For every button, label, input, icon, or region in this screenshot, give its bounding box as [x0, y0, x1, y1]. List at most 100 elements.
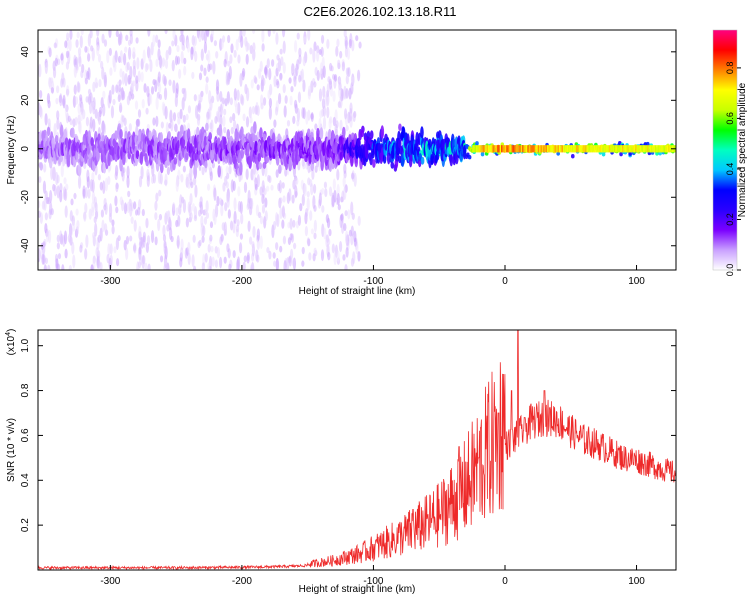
heatmap-scatter-cell	[166, 224, 170, 232]
heatmap-scatter-cell	[56, 117, 60, 130]
heatmap-scatter-cell	[111, 84, 115, 95]
heatmap-core-cell	[585, 145, 587, 153]
heatmap-scatter-cell	[226, 195, 230, 208]
heatmap-scatter-cell	[185, 217, 189, 228]
heatmap-scatter-cell	[78, 56, 82, 68]
heatmap-scatter-cell	[220, 204, 224, 217]
heatmap-scatter-cell	[326, 106, 330, 119]
heatmap-scatter-cell	[277, 92, 282, 105]
heatmap-scatter-cell	[102, 180, 106, 195]
heatmap-scatter-cell	[170, 118, 174, 132]
y-tick-label: -40	[20, 238, 31, 253]
heatmap-scatter-cell	[200, 64, 204, 72]
heatmap-scatter-cell	[199, 92, 203, 103]
heatmap-scatter-cell	[56, 185, 60, 199]
heatmap-core-cell	[532, 145, 535, 153]
heatmap-scatter-cell	[121, 199, 125, 212]
heatmap-scatter-cell	[119, 68, 123, 78]
heatmap-scatter-cell	[281, 219, 285, 229]
heatmap-band-cell	[74, 135, 79, 143]
heatmap-scatter-cell	[313, 205, 317, 212]
heatmap-scatter-cell	[275, 169, 279, 178]
heatmap-scatter-cell	[146, 175, 150, 188]
heatmap-core-cell	[490, 145, 492, 153]
heatmap-scatter-cell	[161, 57, 166, 67]
heatmap-band-cell	[265, 156, 270, 164]
heatmap-band-cell	[420, 126, 424, 139]
heatmap-scatter-cell	[221, 35, 226, 43]
heatmap-core-cell	[535, 145, 537, 153]
heatmap-scatter-cell	[187, 105, 192, 114]
heatmap-scatter-cell	[291, 194, 295, 204]
heatmap-core-cell	[504, 145, 507, 153]
heatmap-scatter-cell	[182, 114, 186, 123]
heatmap-scatter-cell	[314, 123, 318, 131]
x-tick-label: 0	[502, 276, 508, 287]
heatmap-scatter-cell	[289, 95, 293, 106]
heatmap-scatter-cell	[215, 86, 220, 95]
heatmap-scatter-cell	[152, 173, 156, 184]
heatmap-scatter-cell	[124, 72, 128, 87]
heatmap-band-cell	[208, 132, 213, 141]
heatmap-scatter-cell	[207, 49, 211, 64]
heatmap-core-cell	[669, 145, 671, 153]
heatmap-scatter-cell	[291, 62, 295, 74]
colorbar-tick-label: 0.0	[725, 264, 735, 277]
snr-x-ticks: -300 -200 -100 0 100	[100, 565, 645, 587]
heatmap-scatter-cell	[56, 234, 60, 243]
heatmap-core-cell	[556, 145, 558, 153]
heatmap-scatter-cell	[132, 47, 136, 56]
heatmap-band-cell	[159, 132, 163, 143]
heatmap-scatter-cell	[293, 242, 297, 250]
heatmap-scatter-cell	[313, 247, 317, 255]
heatmap-scatter-cell	[143, 83, 147, 93]
heatmap-scatter-cell	[268, 97, 273, 108]
heatmap-band-cell	[253, 121, 257, 134]
heatmap-scatter-cell	[229, 220, 234, 231]
heatmap-core-cell	[486, 145, 488, 153]
heatmap-band-cell	[38, 132, 42, 142]
heatmap-scatter-cell	[286, 257, 290, 270]
heatmap-scatter-cell	[179, 194, 183, 209]
heatmap-scatter-cell	[84, 187, 88, 199]
heatmap-scatter-cell	[239, 233, 244, 240]
heatmap-scatter-cell	[161, 101, 165, 112]
heatmap-band-cell	[408, 154, 413, 168]
heatmap-scatter-cell	[203, 67, 207, 77]
heatmap-scatter-cell	[100, 209, 105, 218]
heatmap-core-cell	[574, 145, 577, 153]
heatmap-band-cell	[139, 151, 144, 165]
heatmap-scatter-cell	[356, 69, 361, 82]
heatmap-scatter-cell	[266, 58, 270, 69]
heatmap-scatter-cell	[155, 115, 159, 127]
heatmap-scatter-cell	[227, 34, 231, 44]
heatmap-scatter-cell	[313, 232, 317, 240]
heatmap-scatter-cell	[326, 92, 330, 107]
heatmap-scatter-cell	[232, 250, 236, 259]
heatmap-scatter-cell	[214, 259, 218, 268]
heatmap-scatter-cell	[163, 241, 167, 256]
heatmap-scatter-cell	[344, 210, 348, 217]
heatmap-scatter-cell	[232, 112, 236, 122]
heatmap-core-cell	[593, 145, 595, 153]
colorbar-tick-label: 0.2	[725, 213, 735, 226]
heatmap-core-cell	[522, 145, 524, 153]
heatmap-scatter-cell	[134, 209, 139, 216]
heatmap-scatter-cell	[332, 178, 336, 191]
heatmap-scatter-cell	[126, 95, 130, 106]
heatmap-core-cell	[493, 145, 495, 153]
heatmap-core-cell	[662, 145, 665, 153]
heatmap-core-cell	[612, 145, 615, 153]
heatmap-scatter-cell	[312, 252, 316, 262]
heatmap-scatter-cell	[97, 234, 101, 243]
heatmap-core-cell	[611, 145, 613, 153]
heatmap-core-cell	[590, 145, 592, 153]
heatmap-scatter-cell	[47, 229, 52, 244]
heatmap-scatter-cell	[308, 252, 312, 261]
heatmap-core-cell	[520, 145, 523, 153]
heatmap-scatter-cell	[91, 179, 95, 193]
heatmap-scatter-cell	[268, 68, 272, 81]
colorbar-label: Normalized spectral amplitude	[737, 82, 748, 217]
heatmap-scatter-cell	[279, 245, 283, 253]
heatmap-scatter-cell	[344, 40, 348, 49]
